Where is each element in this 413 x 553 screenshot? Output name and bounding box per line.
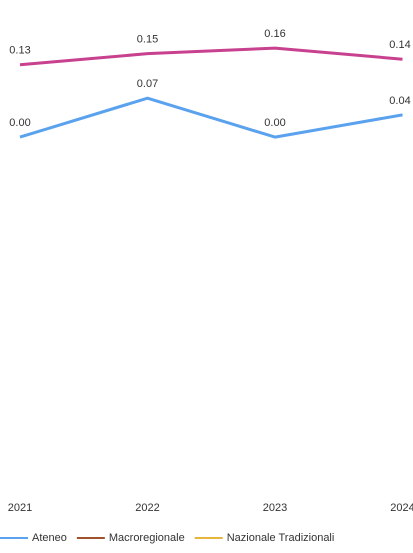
line bbox=[19, 96, 403, 139]
data-label: 0.07 bbox=[137, 78, 158, 90]
legend-label: Nazionale Tradizionali bbox=[227, 532, 335, 544]
data-label: 0.04 bbox=[389, 95, 410, 107]
legend-label: Ateneo bbox=[32, 532, 67, 544]
data-label: 0.00 bbox=[264, 117, 285, 129]
legend-label: Macroregionale bbox=[109, 532, 185, 544]
data-label: 0.14 bbox=[389, 39, 410, 51]
data-label: 0.00 bbox=[9, 117, 30, 129]
x-tick-label: 2024 bbox=[390, 502, 413, 514]
x-tick-label: 2022 bbox=[135, 502, 159, 514]
data-label: 0.13 bbox=[9, 45, 30, 57]
line bbox=[19, 46, 403, 67]
x-tick-label: 2021 bbox=[8, 502, 32, 514]
x-tick-label: 2023 bbox=[263, 502, 287, 514]
data-label: 0.16 bbox=[264, 28, 285, 40]
data-label: 0.15 bbox=[137, 34, 158, 46]
